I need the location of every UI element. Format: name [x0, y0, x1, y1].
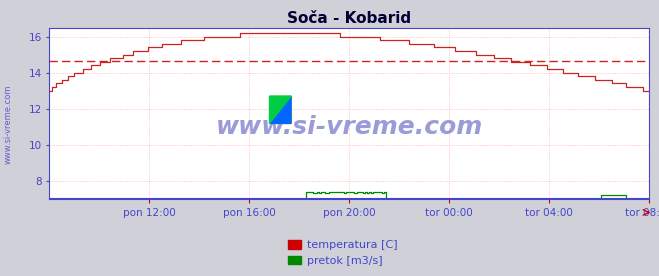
Text: www.si-vreme.com: www.si-vreme.com [3, 84, 13, 164]
Legend: temperatura [C], pretok [m3/s]: temperatura [C], pretok [m3/s] [283, 236, 402, 270]
Text: www.si-vreme.com: www.si-vreme.com [215, 115, 483, 139]
Polygon shape [270, 96, 291, 123]
Polygon shape [270, 96, 291, 123]
Title: Soča - Kobarid: Soča - Kobarid [287, 11, 411, 26]
Polygon shape [270, 96, 291, 123]
